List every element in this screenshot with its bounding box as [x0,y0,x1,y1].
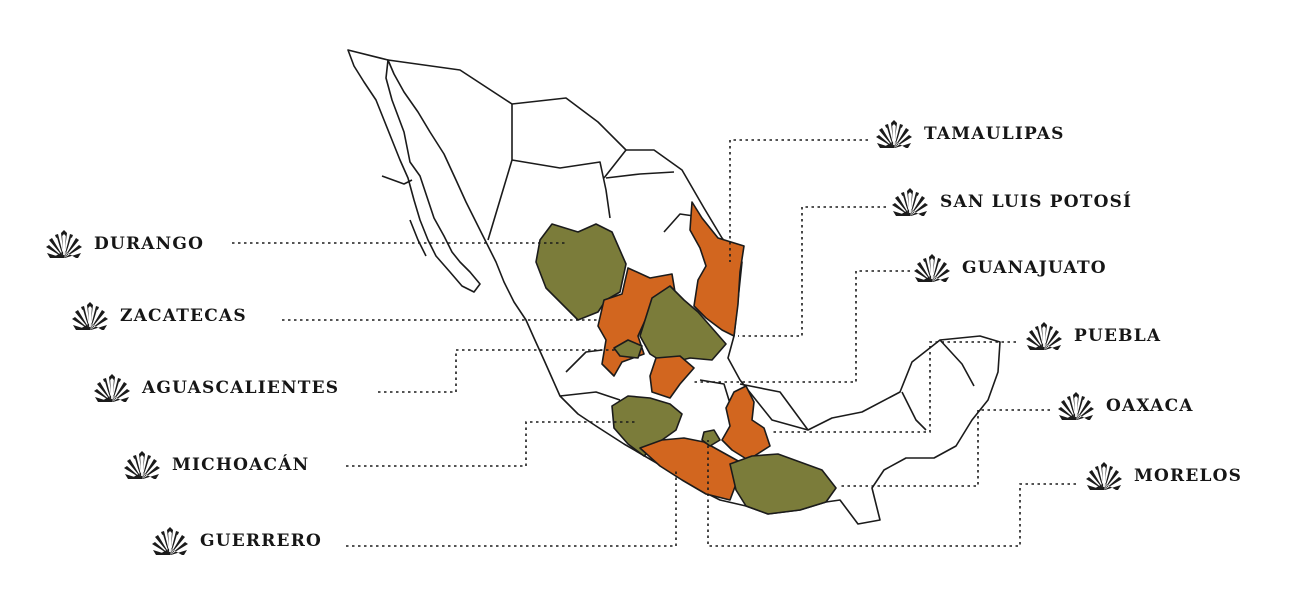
agave-icon [46,229,82,259]
state-name: SAN LUIS POTOSÍ [940,192,1133,212]
state-michoacan [611,395,683,457]
state-name: AGUASCALIENTES [142,378,340,398]
state-name: DURANGO [94,234,205,254]
state-name: GUANAJUATO [962,258,1107,278]
label-aguascalientes: AGUASCALIENTES [94,373,339,403]
agave-icon [1058,391,1094,421]
state-name: ZACATECAS [120,306,247,326]
state-name: TAMAULIPAS [924,124,1065,144]
state-san-luis-potosi [639,285,727,365]
leader-lines [232,139,1076,547]
label-puebla: PUEBLA [1026,321,1161,351]
state-name: OAXACA [1106,396,1194,416]
label-zacatecas: ZACATECAS [72,301,247,331]
label-oaxaca: OAXACA [1058,391,1194,421]
agave-icon [124,450,160,480]
label-tamaulipas: TAMAULIPAS [876,119,1065,149]
state-name: PUEBLA [1074,326,1162,346]
state-guanajuato [649,355,695,399]
agave-icon [914,253,950,283]
state-puebla [721,385,771,461]
state-name: MICHOACÁN [172,455,310,475]
agave-icon [152,526,188,556]
state-tamaulipas [689,201,745,337]
agave-icon [94,373,130,403]
state-name: GUERRERO [200,531,323,551]
agave-icon [892,187,928,217]
label-michoacan: MICHOACÁN [124,450,309,480]
label-guerrero: GUERRERO [152,526,322,556]
state-aguascalientes [613,339,643,359]
label-guanajuato: GUANAJUATO [914,253,1107,283]
label-san-luis-potosi: SAN LUIS POTOSÍ [892,187,1132,217]
baja-california [347,49,481,293]
label-durango: DURANGO [46,229,204,259]
agave-icon [1026,321,1062,351]
label-morelos: MORELOS [1086,461,1242,491]
state-morelos [701,429,721,447]
state-name: MORELOS [1134,466,1243,486]
agave-icon [72,301,108,331]
state-oaxaca [729,453,837,515]
agave-icon [1086,461,1122,491]
agave-icon [876,119,912,149]
